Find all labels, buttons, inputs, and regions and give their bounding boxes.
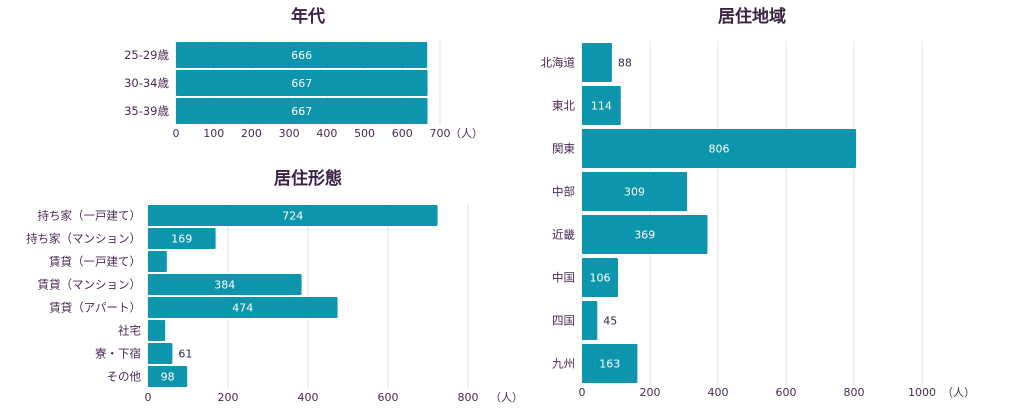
category-label: 賃貸（アパート） — [49, 301, 141, 315]
tick-label: 600 — [392, 127, 413, 140]
category-label: 賃貸（マンション） — [38, 278, 142, 292]
tick-label: 500 — [354, 127, 375, 140]
category-label: その他 — [107, 370, 142, 384]
category-label: 25-29歳 — [124, 48, 169, 62]
bar — [176, 98, 428, 124]
bar — [148, 320, 166, 341]
category-label: 四国 — [552, 314, 575, 328]
category-label: 関東 — [552, 142, 575, 156]
category-label: 持ち家（マンション） — [26, 232, 141, 246]
data-label: 88 — [618, 57, 632, 70]
tick-label: 200 — [218, 391, 239, 404]
data-label: 98 — [161, 371, 175, 384]
data-label: 667 — [291, 77, 312, 90]
data-label: 724 — [282, 210, 303, 223]
bar — [148, 251, 167, 272]
bar — [582, 258, 619, 297]
tick-label: 700 — [430, 127, 451, 140]
category-label: 近畿 — [552, 228, 575, 242]
tick-label: 200 — [640, 386, 661, 399]
category-label: 30-34歳 — [124, 76, 169, 90]
unit-label: （人） — [450, 127, 483, 140]
tick-label: 600 — [378, 391, 399, 404]
tick-label: 0 — [579, 386, 586, 399]
bar — [176, 70, 428, 96]
data-label: 309 — [624, 186, 645, 199]
tick-label: 400 — [298, 391, 319, 404]
tick-label: 400 — [708, 386, 729, 399]
tick-label: 600 — [776, 386, 797, 399]
bar — [582, 301, 598, 340]
tick-label: 800 — [844, 386, 865, 399]
bar — [148, 228, 216, 249]
bar — [148, 343, 173, 364]
bar — [582, 86, 621, 125]
bar — [582, 129, 857, 168]
bar — [582, 172, 688, 211]
chart-title: 年代 — [291, 6, 325, 27]
bar — [582, 43, 612, 82]
category-label: 東北 — [552, 99, 575, 113]
tick-label: 100 — [203, 127, 224, 140]
category-label: 35-39歳 — [124, 104, 169, 118]
data-label: 474 — [232, 302, 253, 315]
data-label: 106 — [590, 272, 611, 285]
tick-label: 800 — [458, 391, 479, 404]
category-label: 賃貸（一戸建て） — [49, 255, 141, 269]
category-label: 中国 — [552, 271, 575, 285]
category-label: 社宅 — [118, 324, 141, 338]
bar — [582, 215, 708, 254]
bar — [176, 42, 428, 68]
category-label: 寮・下宿 — [95, 347, 141, 361]
data-label: 169 — [171, 233, 192, 246]
unit-label: （人） — [490, 391, 523, 404]
unit-label: （人） — [942, 386, 975, 399]
data-label: 369 — [634, 229, 655, 242]
bar — [148, 274, 302, 295]
category-label: 中部 — [552, 185, 575, 199]
data-label: 667 — [291, 105, 312, 118]
tick-label: 300 — [279, 127, 300, 140]
chart-title: 居住地域 — [718, 6, 786, 27]
data-label: 45 — [603, 315, 617, 328]
tick-label: 1000 — [908, 386, 936, 399]
data-label: 806 — [709, 143, 730, 156]
chart-title: 居住形態 — [274, 168, 342, 189]
category-label: 持ち家（一戸建て） — [38, 209, 142, 223]
data-label: 61 — [178, 348, 192, 361]
data-label: 666 — [291, 49, 312, 62]
tick-label: 400 — [316, 127, 337, 140]
tick-label: 200 — [241, 127, 262, 140]
bar — [148, 297, 338, 318]
tick-label: 0 — [173, 127, 180, 140]
category-label: 北海道 — [541, 56, 576, 70]
tick-label: 0 — [145, 391, 152, 404]
bar — [148, 205, 438, 226]
category-label: 九州 — [552, 357, 575, 371]
chart-age: 年代 25-29歳 666 30-34歳 667 35-39歳 667 0 100 200 300 4… — [124, 6, 483, 140]
data-label: 163 — [599, 358, 620, 371]
data-label: 384 — [214, 279, 235, 292]
bar — [148, 366, 188, 387]
data-label: 114 — [591, 100, 612, 113]
bar — [582, 344, 638, 383]
